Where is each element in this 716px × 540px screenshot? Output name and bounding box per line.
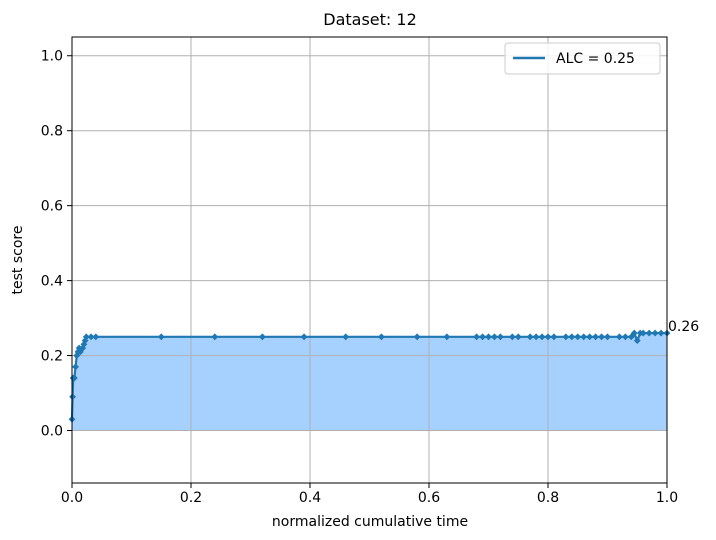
data-point bbox=[69, 393, 76, 401]
data-point bbox=[413, 333, 421, 341]
plot-area: 0.0 0.2 0.4 0.6 0.8 1.0 0.0 0.2 0.4 0.6 0.8 1.0 0.26 bbox=[41, 36, 699, 506]
data-point bbox=[604, 333, 611, 341]
data-point bbox=[562, 333, 570, 341]
data-point bbox=[72, 363, 79, 371]
data-point bbox=[342, 333, 350, 341]
data-point bbox=[497, 333, 504, 341]
chart-title: Dataset: 12 bbox=[323, 10, 417, 29]
x-tick-label: 0.8 bbox=[537, 490, 559, 506]
final-score-annotation: 0.26 bbox=[668, 319, 699, 335]
data-point bbox=[633, 337, 641, 344]
data-point bbox=[82, 333, 90, 341]
data-point bbox=[657, 329, 665, 337]
legend: ALC = 0.25 bbox=[504, 42, 661, 75]
data-point bbox=[79, 344, 87, 352]
data-point bbox=[300, 333, 308, 341]
data-point bbox=[568, 333, 576, 341]
y-tick-label: 0.8 bbox=[41, 124, 63, 140]
data-point bbox=[538, 333, 546, 341]
y-axis-label: test score bbox=[10, 226, 26, 295]
legend-box bbox=[504, 42, 661, 75]
data-point bbox=[211, 333, 219, 341]
data-point bbox=[491, 333, 498, 341]
data-point bbox=[92, 333, 100, 341]
data-point bbox=[580, 333, 588, 341]
data-point bbox=[550, 333, 558, 341]
data-point bbox=[651, 329, 659, 337]
data-point bbox=[621, 333, 629, 341]
data-point bbox=[259, 333, 266, 341]
x-tick-label: 0.6 bbox=[418, 490, 440, 506]
data-point bbox=[508, 333, 516, 341]
data-point bbox=[378, 333, 385, 341]
data-point bbox=[616, 333, 623, 341]
data-point bbox=[586, 333, 594, 341]
data-point bbox=[639, 329, 647, 337]
legend-entry-label: ALC = 0.25 bbox=[556, 51, 635, 67]
y-tick-label: 0.4 bbox=[41, 274, 63, 290]
data-point bbox=[526, 333, 534, 341]
y-tick-label: 0.0 bbox=[41, 424, 63, 440]
data-point bbox=[598, 333, 605, 341]
data-point bbox=[514, 333, 522, 341]
x-tick-label: 0.0 bbox=[61, 490, 83, 506]
data-point bbox=[443, 333, 451, 341]
data-point bbox=[157, 333, 165, 341]
axes-frame bbox=[71, 36, 668, 484]
data-point bbox=[87, 333, 95, 341]
data-point bbox=[544, 333, 552, 341]
data-point bbox=[70, 374, 78, 382]
data-point bbox=[75, 344, 83, 352]
x-tick-label: 0.2 bbox=[180, 490, 202, 506]
data-point bbox=[73, 352, 81, 359]
y-tick-label: 1.0 bbox=[41, 49, 63, 65]
data-point bbox=[473, 333, 480, 341]
data-point bbox=[532, 333, 540, 341]
y-tick-label: 0.2 bbox=[41, 349, 63, 365]
x-tick-label: 1.0 bbox=[656, 490, 678, 506]
data-point bbox=[485, 333, 492, 341]
data-point bbox=[479, 333, 486, 341]
area-fill bbox=[72, 333, 667, 431]
data-point bbox=[574, 333, 582, 341]
data-point bbox=[81, 337, 89, 344]
data-point bbox=[630, 329, 638, 337]
data-point bbox=[645, 329, 653, 337]
x-axis-label: normalized cumulative time bbox=[272, 514, 468, 530]
data-point bbox=[592, 333, 599, 341]
y-tick-label: 0.6 bbox=[41, 199, 63, 215]
x-tick-label: 0.4 bbox=[299, 490, 321, 506]
